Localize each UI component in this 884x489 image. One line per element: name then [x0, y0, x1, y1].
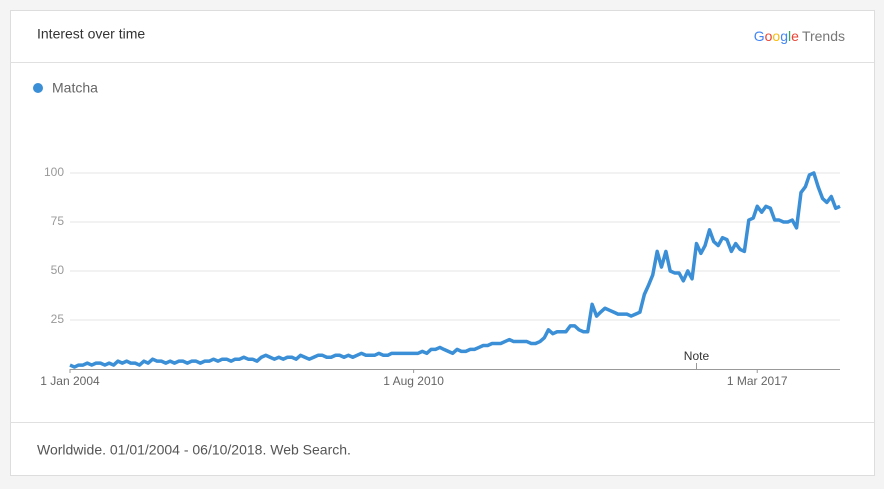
note-label: Note — [684, 349, 710, 363]
y-tick-label: 75 — [51, 214, 65, 228]
footer: Worldwide. 01/01/2004 - 06/10/2018. Web … — [37, 442, 351, 458]
x-tick-label: 1 Mar 2017 — [727, 374, 788, 388]
y-tick-label: 100 — [44, 165, 64, 179]
line — [69, 171, 841, 369]
legend-label: Matcha — [52, 80, 98, 96]
logo: Google Trends — [754, 28, 845, 44]
y-tick-label: 50 — [51, 263, 65, 277]
x-tick-label: 1 Jan 2004 — [40, 374, 100, 388]
x-tick-label: 1 Aug 2010 — [383, 374, 444, 388]
card — [10, 10, 875, 476]
chart-title: Interest over time — [37, 26, 145, 42]
y-tick-label: 25 — [51, 312, 65, 326]
legend-marker — [33, 83, 43, 93]
